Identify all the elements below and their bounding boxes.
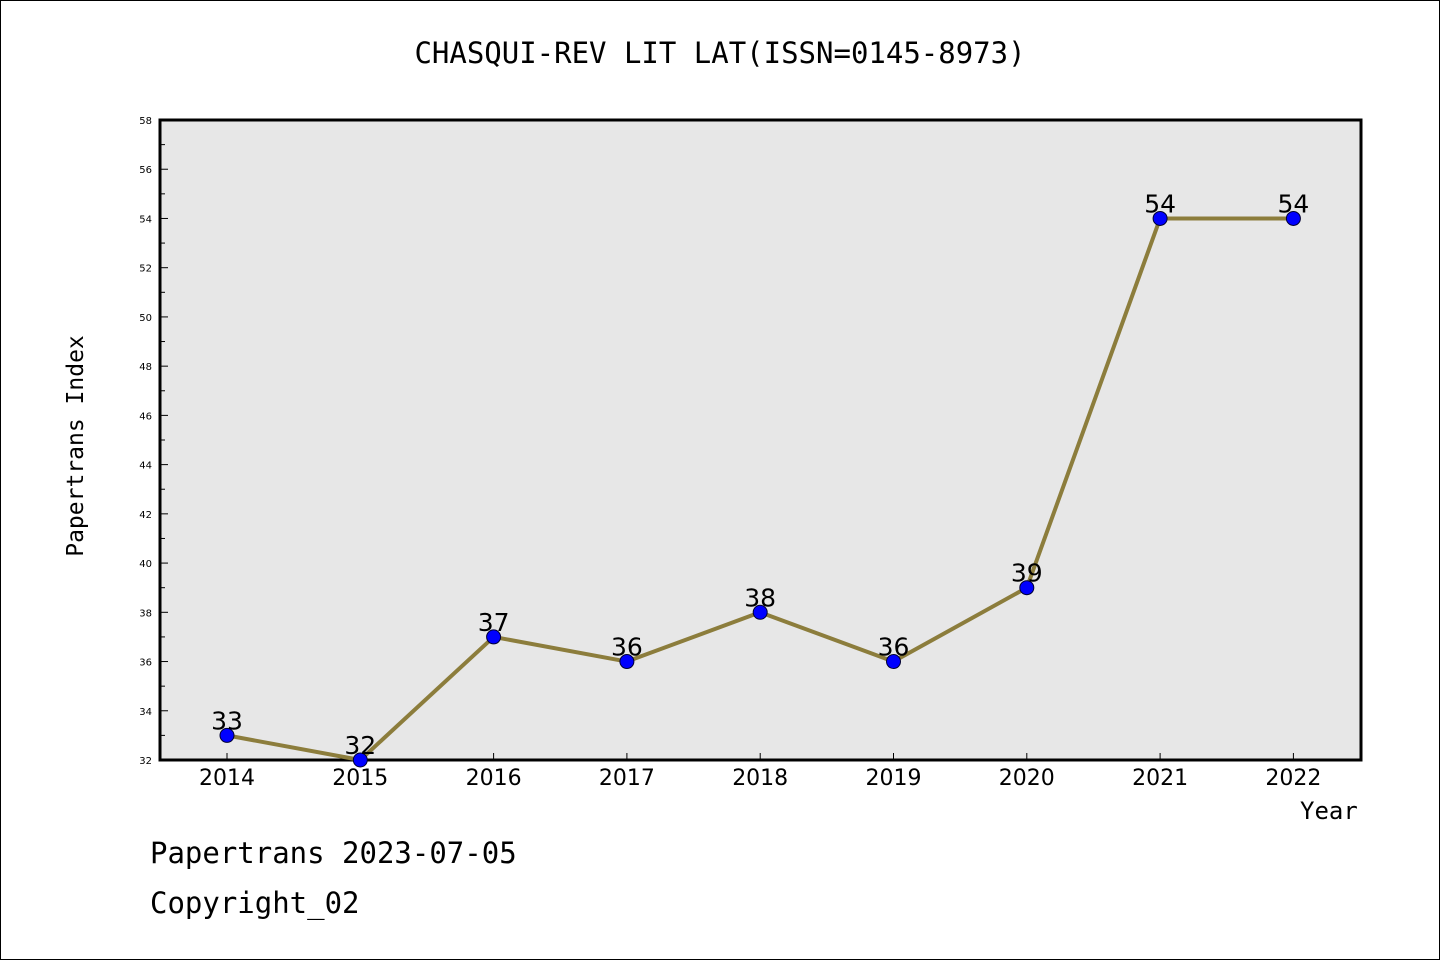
data-label: 36 <box>611 633 643 662</box>
plot-area <box>158 118 1363 762</box>
x-tick-label: 2019 <box>866 766 922 791</box>
data-point <box>1152 210 1168 226</box>
y-tick-label: 52 <box>139 264 152 275</box>
y-tick-label: 56 <box>139 165 152 176</box>
data-labels: 33 32 37 36 38 36 39 54 54 <box>211 189 1309 760</box>
x-tick-label: 2015 <box>332 766 388 791</box>
x-tick-label: 2014 <box>199 766 255 791</box>
data-label: 54 <box>1277 189 1309 218</box>
y-tick-label: 58 <box>139 116 152 127</box>
x-axis-ticks: 2014 2015 2016 2017 2018 2019 2020 2021 2022 <box>199 753 1321 791</box>
y-tick-label: 48 <box>139 362 152 373</box>
y-tick-label: 36 <box>139 658 152 669</box>
y-tick-label: 34 <box>139 707 152 718</box>
y-tick-label: 46 <box>139 411 152 422</box>
x-axis-label: Year <box>1300 797 1358 825</box>
data-point <box>352 752 368 768</box>
data-label: 36 <box>878 633 910 662</box>
data-label: 33 <box>211 706 243 735</box>
x-tick-label: 2020 <box>999 766 1055 791</box>
y-tick-label: 42 <box>139 510 152 521</box>
data-label: 54 <box>1144 189 1176 218</box>
footer-date: Papertrans 2023-07-05 <box>150 836 517 870</box>
data-label: 39 <box>1011 559 1043 588</box>
data-point <box>486 629 502 645</box>
series-group <box>219 210 1301 768</box>
footer-copyright: Copyright_02 <box>150 886 360 920</box>
data-point <box>1285 210 1301 226</box>
y-tick-label: 50 <box>139 313 152 324</box>
data-point <box>619 654 635 670</box>
data-point <box>1019 580 1035 596</box>
x-tick-label: 2016 <box>466 766 522 791</box>
y-axis-ticks: 32 34 36 38 40 42 44 46 48 50 52 54 56 58 <box>139 116 168 767</box>
data-label: 37 <box>478 608 510 637</box>
x-tick-label: 2018 <box>732 766 788 791</box>
x-tick-label: 2022 <box>1265 766 1321 791</box>
data-label: 32 <box>344 731 376 760</box>
data-point <box>886 654 901 670</box>
y-tick-label: 54 <box>139 214 152 225</box>
y-tick-label: 38 <box>139 608 152 619</box>
x-tick-label: 2021 <box>1132 766 1188 791</box>
y-tick-label: 32 <box>139 756 152 767</box>
x-tick-label: 2017 <box>599 766 655 791</box>
data-point <box>219 727 235 743</box>
data-label: 38 <box>744 583 776 612</box>
data-point <box>752 604 768 620</box>
chart-title: CHASQUI-REV LIT LAT(ISSN=0145-8973) <box>414 36 1026 70</box>
y-tick-label: 40 <box>139 559 152 570</box>
y-tick-label: 44 <box>139 461 152 472</box>
